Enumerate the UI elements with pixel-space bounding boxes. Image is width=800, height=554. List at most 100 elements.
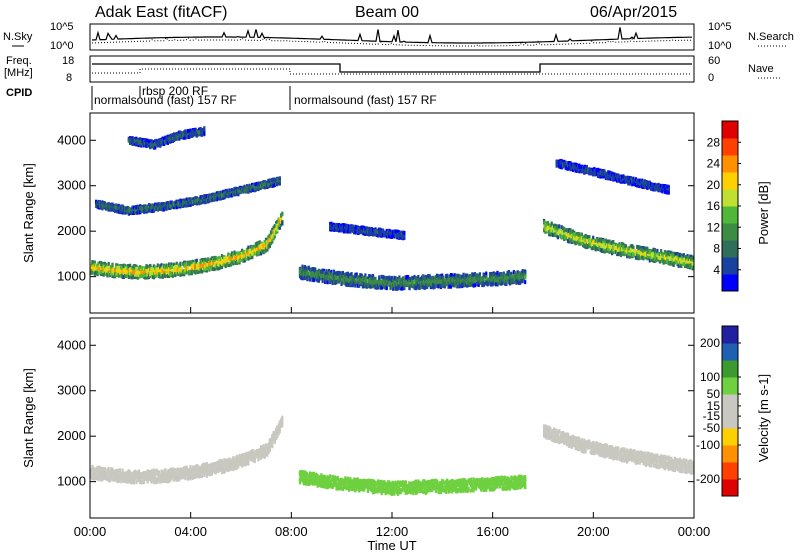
power-cell (331, 275, 334, 280)
power-cell (337, 279, 341, 284)
power-cell (394, 233, 397, 238)
power-cell (137, 205, 140, 210)
power-cell (179, 261, 182, 266)
power-cell (215, 196, 218, 201)
power-cell (341, 276, 344, 281)
power-cell (369, 274, 372, 279)
power-cell (110, 268, 113, 273)
power-cell (146, 268, 149, 273)
power-cell (175, 264, 178, 269)
power-cell (600, 248, 604, 253)
power-cell (585, 243, 588, 248)
power-cell (682, 257, 685, 262)
power-cell (598, 242, 601, 246)
power-cell (356, 280, 359, 285)
power-cell (501, 276, 504, 281)
power-cell (656, 257, 659, 262)
power-cell (155, 267, 158, 272)
power-cell (579, 239, 582, 244)
power-cell (95, 266, 98, 271)
power-cell (234, 187, 237, 192)
power-cell (398, 280, 401, 285)
power-cell (120, 270, 123, 275)
power-cell (515, 279, 518, 284)
power-cell (175, 270, 178, 274)
power-cell (456, 273, 459, 278)
power-cell (470, 278, 473, 283)
power-cell (200, 269, 203, 274)
power-cell (139, 142, 142, 147)
power-cell (159, 264, 162, 269)
power-cell (636, 253, 639, 258)
power-cell (463, 283, 466, 288)
power-cell (495, 282, 498, 287)
power-cell (160, 205, 163, 210)
power-cell (190, 197, 193, 202)
power-cell (121, 210, 124, 215)
power-cell (360, 281, 363, 285)
power-cell (189, 132, 192, 137)
power-cell (560, 159, 563, 164)
power-cell (599, 238, 602, 243)
power-cell (666, 252, 669, 257)
power-cell (315, 275, 318, 280)
power-cell (563, 235, 566, 240)
power-cell (145, 206, 148, 211)
power-cell (232, 261, 235, 266)
power-cell (692, 260, 694, 265)
power-cell (164, 265, 167, 270)
power-cell (496, 282, 499, 287)
power-cell (466, 277, 469, 282)
power-cell (136, 204, 139, 209)
power-cell (113, 207, 117, 212)
power-cell (339, 277, 342, 282)
power-cell (197, 261, 200, 266)
power-cell (407, 275, 410, 280)
power-cell (687, 263, 690, 268)
power-cell (189, 202, 192, 207)
power-cell (650, 250, 653, 255)
power-cell (225, 189, 229, 194)
power-cell (383, 280, 386, 285)
power-cell (125, 270, 128, 275)
power-cell (618, 251, 621, 256)
cpid-segment-2: rbsp 200 RF (142, 84, 208, 98)
power-cell (378, 230, 381, 234)
power-cell (220, 261, 224, 266)
power-cell (516, 273, 519, 278)
power-cell (366, 229, 369, 234)
power-cell (332, 272, 336, 277)
power-cell (98, 267, 101, 272)
power-cell (359, 282, 362, 287)
power-cell (164, 206, 167, 211)
power-cell (405, 275, 408, 279)
power-cell (204, 200, 207, 205)
power-cell (672, 254, 675, 259)
power-cell (497, 273, 500, 278)
power-cell (169, 133, 172, 138)
power-cell (686, 255, 689, 260)
power-cell (155, 139, 158, 144)
power-cell (203, 200, 206, 205)
power-cell (129, 138, 132, 143)
power-cell (587, 244, 590, 249)
power-cell (96, 263, 99, 268)
power-cell (217, 257, 220, 261)
power-cell (339, 273, 342, 278)
power-cell (436, 278, 439, 283)
power-cell (126, 206, 129, 211)
power-cell (122, 205, 125, 210)
power-cell (512, 270, 515, 275)
power-cell (203, 259, 206, 264)
power-cell (658, 256, 661, 260)
power-cell (165, 136, 168, 141)
power-cell (134, 272, 137, 277)
power-cell (174, 204, 177, 209)
power-cell (130, 207, 133, 212)
power-cell (361, 225, 364, 230)
power-cell (379, 232, 382, 237)
power-cell (149, 208, 152, 213)
power-cell (171, 269, 174, 274)
power-cell (634, 255, 638, 260)
power-cell (150, 271, 153, 276)
